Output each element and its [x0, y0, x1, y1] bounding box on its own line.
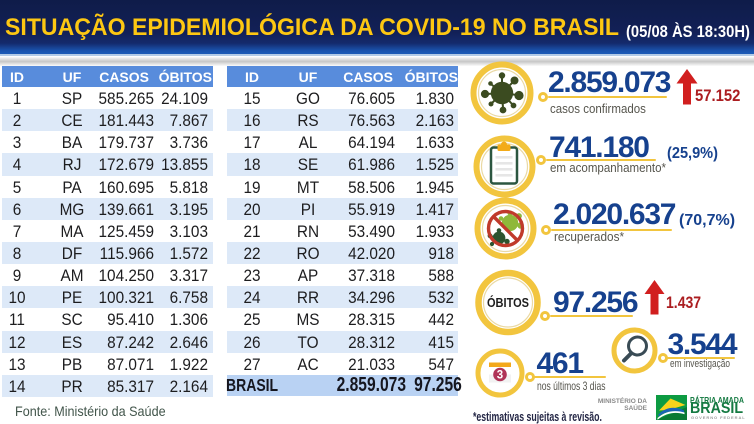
svg-text:3: 3 [497, 370, 503, 382]
svg-text:ÓBITOS: ÓBITOS [487, 295, 529, 310]
